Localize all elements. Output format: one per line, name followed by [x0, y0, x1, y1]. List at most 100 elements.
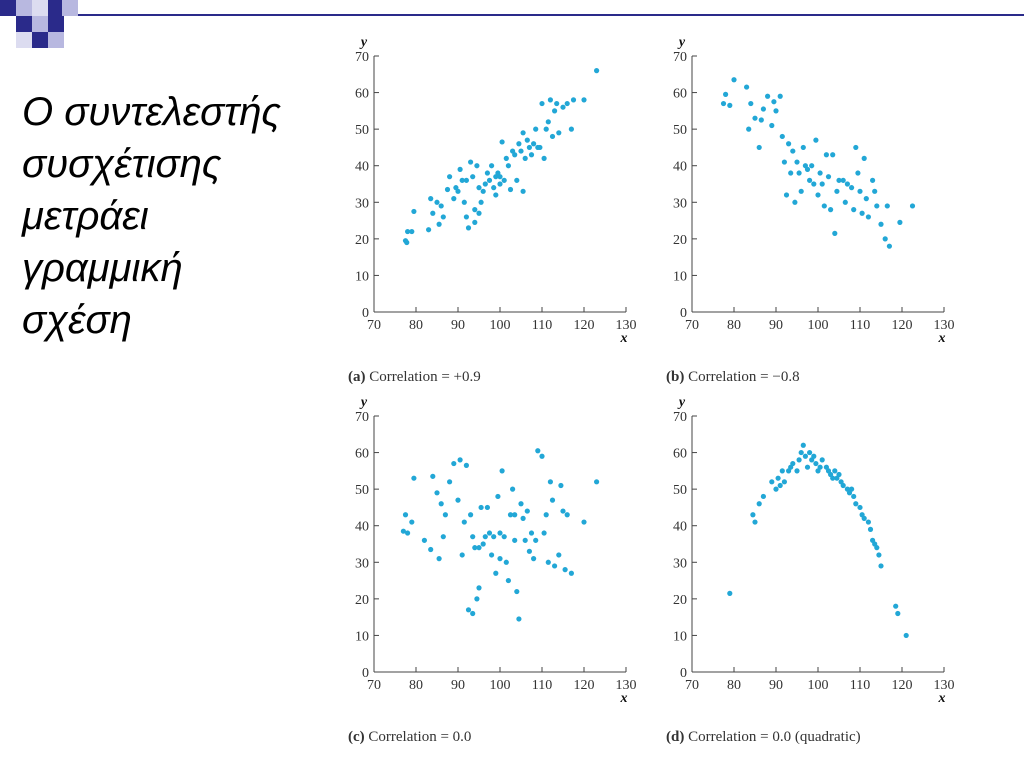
- data-point: [564, 100, 570, 107]
- data-point: [501, 534, 507, 540]
- data-point: [794, 159, 800, 165]
- title-line: σχέση: [22, 298, 132, 342]
- data-point: [800, 442, 806, 448]
- y-tick-label: 30: [673, 196, 687, 211]
- data-point: [491, 534, 497, 540]
- caption-text: Correlation = −0.8: [688, 369, 800, 385]
- corner-decoration: [0, 0, 80, 64]
- data-point: [878, 563, 884, 569]
- x-tick-label: 70: [685, 678, 699, 693]
- data-point: [421, 537, 427, 543]
- data-point: [830, 152, 836, 158]
- data-point: [773, 108, 779, 114]
- data-point: [545, 119, 551, 125]
- data-point: [849, 486, 855, 492]
- y-tick-label: 60: [673, 87, 687, 102]
- data-point: [886, 243, 892, 249]
- data-point: [882, 236, 888, 242]
- data-point: [756, 501, 762, 507]
- x-tick-label: 100: [490, 678, 511, 693]
- data-point: [813, 137, 819, 143]
- scatter-plot-d: 0 10 20 30 40 50 60 70 70 80 90 100 110 120 130 y x: [673, 395, 955, 706]
- data-point: [512, 537, 518, 543]
- data-point: [723, 91, 729, 97]
- data-point: [773, 486, 779, 492]
- data-point: [507, 512, 514, 518]
- data-point: [476, 185, 482, 191]
- data-point: [499, 139, 505, 145]
- data-point: [470, 174, 476, 180]
- y-tick-label: 20: [355, 233, 369, 248]
- caption-label: (b): [666, 369, 685, 385]
- data-point: [798, 188, 804, 194]
- data-point: [493, 570, 499, 576]
- data-point: [752, 519, 758, 525]
- data-point: [447, 174, 453, 180]
- data-point: [851, 207, 857, 213]
- data-point: [560, 104, 566, 110]
- data-point: [428, 196, 434, 202]
- data-point: [594, 68, 600, 74]
- data-point: [476, 545, 482, 551]
- data-point: [430, 473, 436, 479]
- data-point: [830, 475, 836, 481]
- data-point: [503, 559, 509, 565]
- data-point: [796, 457, 802, 463]
- x-tick-label: 70: [367, 318, 381, 333]
- data-point: [463, 462, 469, 468]
- data-point: [781, 159, 787, 165]
- data-point: [409, 519, 415, 525]
- caption-label: (d): [666, 729, 685, 745]
- data-point: [480, 541, 486, 547]
- y-tick-label: 20: [673, 593, 687, 608]
- data-point: [522, 537, 528, 543]
- data-point: [520, 515, 526, 521]
- data-point: [545, 559, 551, 565]
- data-point: [465, 607, 472, 613]
- data-point: [876, 552, 882, 558]
- data-point: [788, 170, 794, 176]
- scatter-panel-c: 0 10 20 30 40 50 60 70 70 80 90 100 110 120 130 y x (c) …: [326, 382, 637, 745]
- data-point: [528, 530, 535, 536]
- data-point: [434, 490, 440, 496]
- x-tick-label: 130: [616, 678, 637, 693]
- data-point: [474, 596, 480, 602]
- x-axis-label: x: [938, 691, 946, 706]
- data-point: [478, 504, 484, 511]
- y-tick-label: 20: [355, 593, 369, 608]
- data-point: [748, 100, 754, 107]
- decor-square: [32, 32, 48, 48]
- data-point: [874, 203, 880, 209]
- data-point: [777, 93, 783, 99]
- data-point: [531, 141, 537, 147]
- data-point: [535, 448, 541, 454]
- x-tick-label: 100: [808, 678, 829, 693]
- title-line: γραμμική: [22, 246, 183, 290]
- data-point: [811, 453, 817, 459]
- decor-square: [48, 0, 64, 16]
- data-point: [405, 228, 411, 235]
- data-point: [440, 214, 446, 220]
- y-tick-label: 40: [355, 160, 369, 175]
- data-point: [903, 632, 909, 639]
- data-point: [807, 449, 813, 456]
- data-point: [756, 144, 762, 151]
- data-point: [472, 219, 478, 225]
- data-point: [455, 188, 461, 194]
- scatter-panel-b: 0 10 20 30 40 50 60 70 70 80 90 100 110 120 130 y x (b) …: [644, 22, 955, 385]
- data-point: [832, 230, 838, 236]
- data-point: [503, 155, 509, 161]
- x-tick-label: 70: [367, 678, 381, 693]
- data-point: [731, 77, 737, 83]
- data-point: [792, 199, 798, 205]
- data-point: [428, 546, 434, 553]
- data-point: [442, 512, 448, 518]
- data-point: [524, 137, 530, 143]
- data-point: [444, 186, 451, 193]
- data-point: [821, 203, 827, 209]
- data-point: [480, 188, 486, 194]
- data-point: [560, 508, 566, 514]
- data-point: [539, 100, 545, 107]
- data-point: [451, 196, 457, 202]
- x-tick-label: 80: [409, 678, 423, 693]
